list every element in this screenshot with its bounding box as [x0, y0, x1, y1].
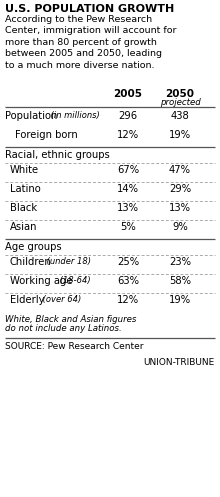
- Text: projected: projected: [160, 98, 200, 107]
- Text: 58%: 58%: [169, 276, 191, 286]
- Text: According to the Pew Research
Center, immigration will account for
more than 80 : According to the Pew Research Center, im…: [5, 15, 176, 70]
- Text: 14%: 14%: [117, 184, 139, 194]
- Text: White: White: [10, 165, 39, 175]
- Text: 12%: 12%: [117, 130, 139, 140]
- Text: 13%: 13%: [169, 203, 191, 213]
- Text: 296: 296: [118, 111, 138, 121]
- Text: 438: 438: [171, 111, 189, 121]
- Text: Population: Population: [5, 111, 57, 121]
- Text: 25%: 25%: [117, 257, 139, 267]
- Text: 19%: 19%: [169, 130, 191, 140]
- Text: 12%: 12%: [117, 295, 139, 305]
- Text: Children: Children: [10, 257, 52, 267]
- Text: Asian: Asian: [10, 222, 37, 232]
- Text: 47%: 47%: [169, 165, 191, 175]
- Text: 29%: 29%: [169, 184, 191, 194]
- Text: Foreign born: Foreign born: [15, 130, 78, 140]
- Text: 67%: 67%: [117, 165, 139, 175]
- Text: Black: Black: [10, 203, 37, 213]
- Text: Working age: Working age: [10, 276, 73, 286]
- Text: 9%: 9%: [172, 222, 188, 232]
- Text: (over 64): (over 64): [40, 295, 81, 304]
- Text: 19%: 19%: [169, 295, 191, 305]
- Text: 13%: 13%: [117, 203, 139, 213]
- Text: White, Black and Asian figures: White, Black and Asian figures: [5, 315, 136, 324]
- Text: Elderly: Elderly: [10, 295, 44, 305]
- Text: Latino: Latino: [10, 184, 41, 194]
- Text: do not include any Latinos.: do not include any Latinos.: [5, 324, 122, 333]
- Text: 2005: 2005: [114, 89, 143, 99]
- Text: U.S. POPULATION GROWTH: U.S. POPULATION GROWTH: [5, 4, 174, 14]
- Text: SOURCE: Pew Research Center: SOURCE: Pew Research Center: [5, 342, 143, 351]
- Text: 2050: 2050: [165, 89, 194, 99]
- Text: Age groups: Age groups: [5, 242, 62, 252]
- Text: (18-64): (18-64): [57, 276, 91, 285]
- Text: Racial, ethnic groups: Racial, ethnic groups: [5, 150, 110, 160]
- Text: (under 18): (under 18): [44, 257, 91, 266]
- Text: 23%: 23%: [169, 257, 191, 267]
- Text: 63%: 63%: [117, 276, 139, 286]
- Text: (in millions): (in millions): [48, 111, 100, 120]
- Text: 5%: 5%: [120, 222, 136, 232]
- Text: UNION-TRIBUNE: UNION-TRIBUNE: [144, 358, 215, 367]
